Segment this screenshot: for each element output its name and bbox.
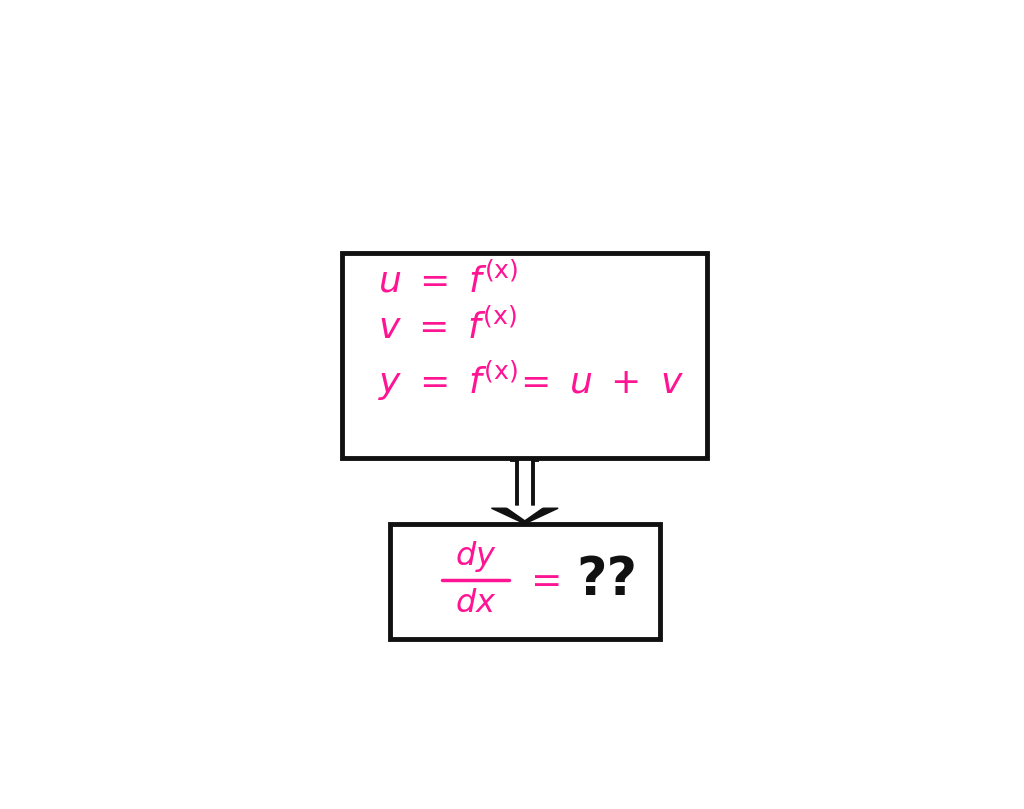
Polygon shape [507,506,543,519]
Polygon shape [492,508,558,523]
Text: $\mathit{u}\ =\ \mathit{f}^{\mathsf{(x)}}$: $\mathit{u}\ =\ \mathit{f}^{\mathsf{(x)}… [378,262,518,299]
Bar [390,523,659,639]
Text: $=$: $=$ [523,562,560,598]
Text: $\mathit{y}\ =\ \mathit{f}^{\mathsf{(x)}}\!=\ \mathit{u}\ +\ \mathit{v}$: $\mathit{y}\ =\ \mathit{f}^{\mathsf{(x)}… [378,358,684,403]
Text: $\mathit{dx}$: $\mathit{dx}$ [455,588,497,619]
Text: $\mathit{dy}$: $\mathit{dy}$ [455,539,497,574]
Bar [342,253,708,459]
Text: ??: ?? [577,554,637,606]
Text: $\mathit{v}\ =\ \mathit{f}^{\mathsf{(x)}}$: $\mathit{v}\ =\ \mathit{f}^{\mathsf{(x)}… [378,309,517,346]
